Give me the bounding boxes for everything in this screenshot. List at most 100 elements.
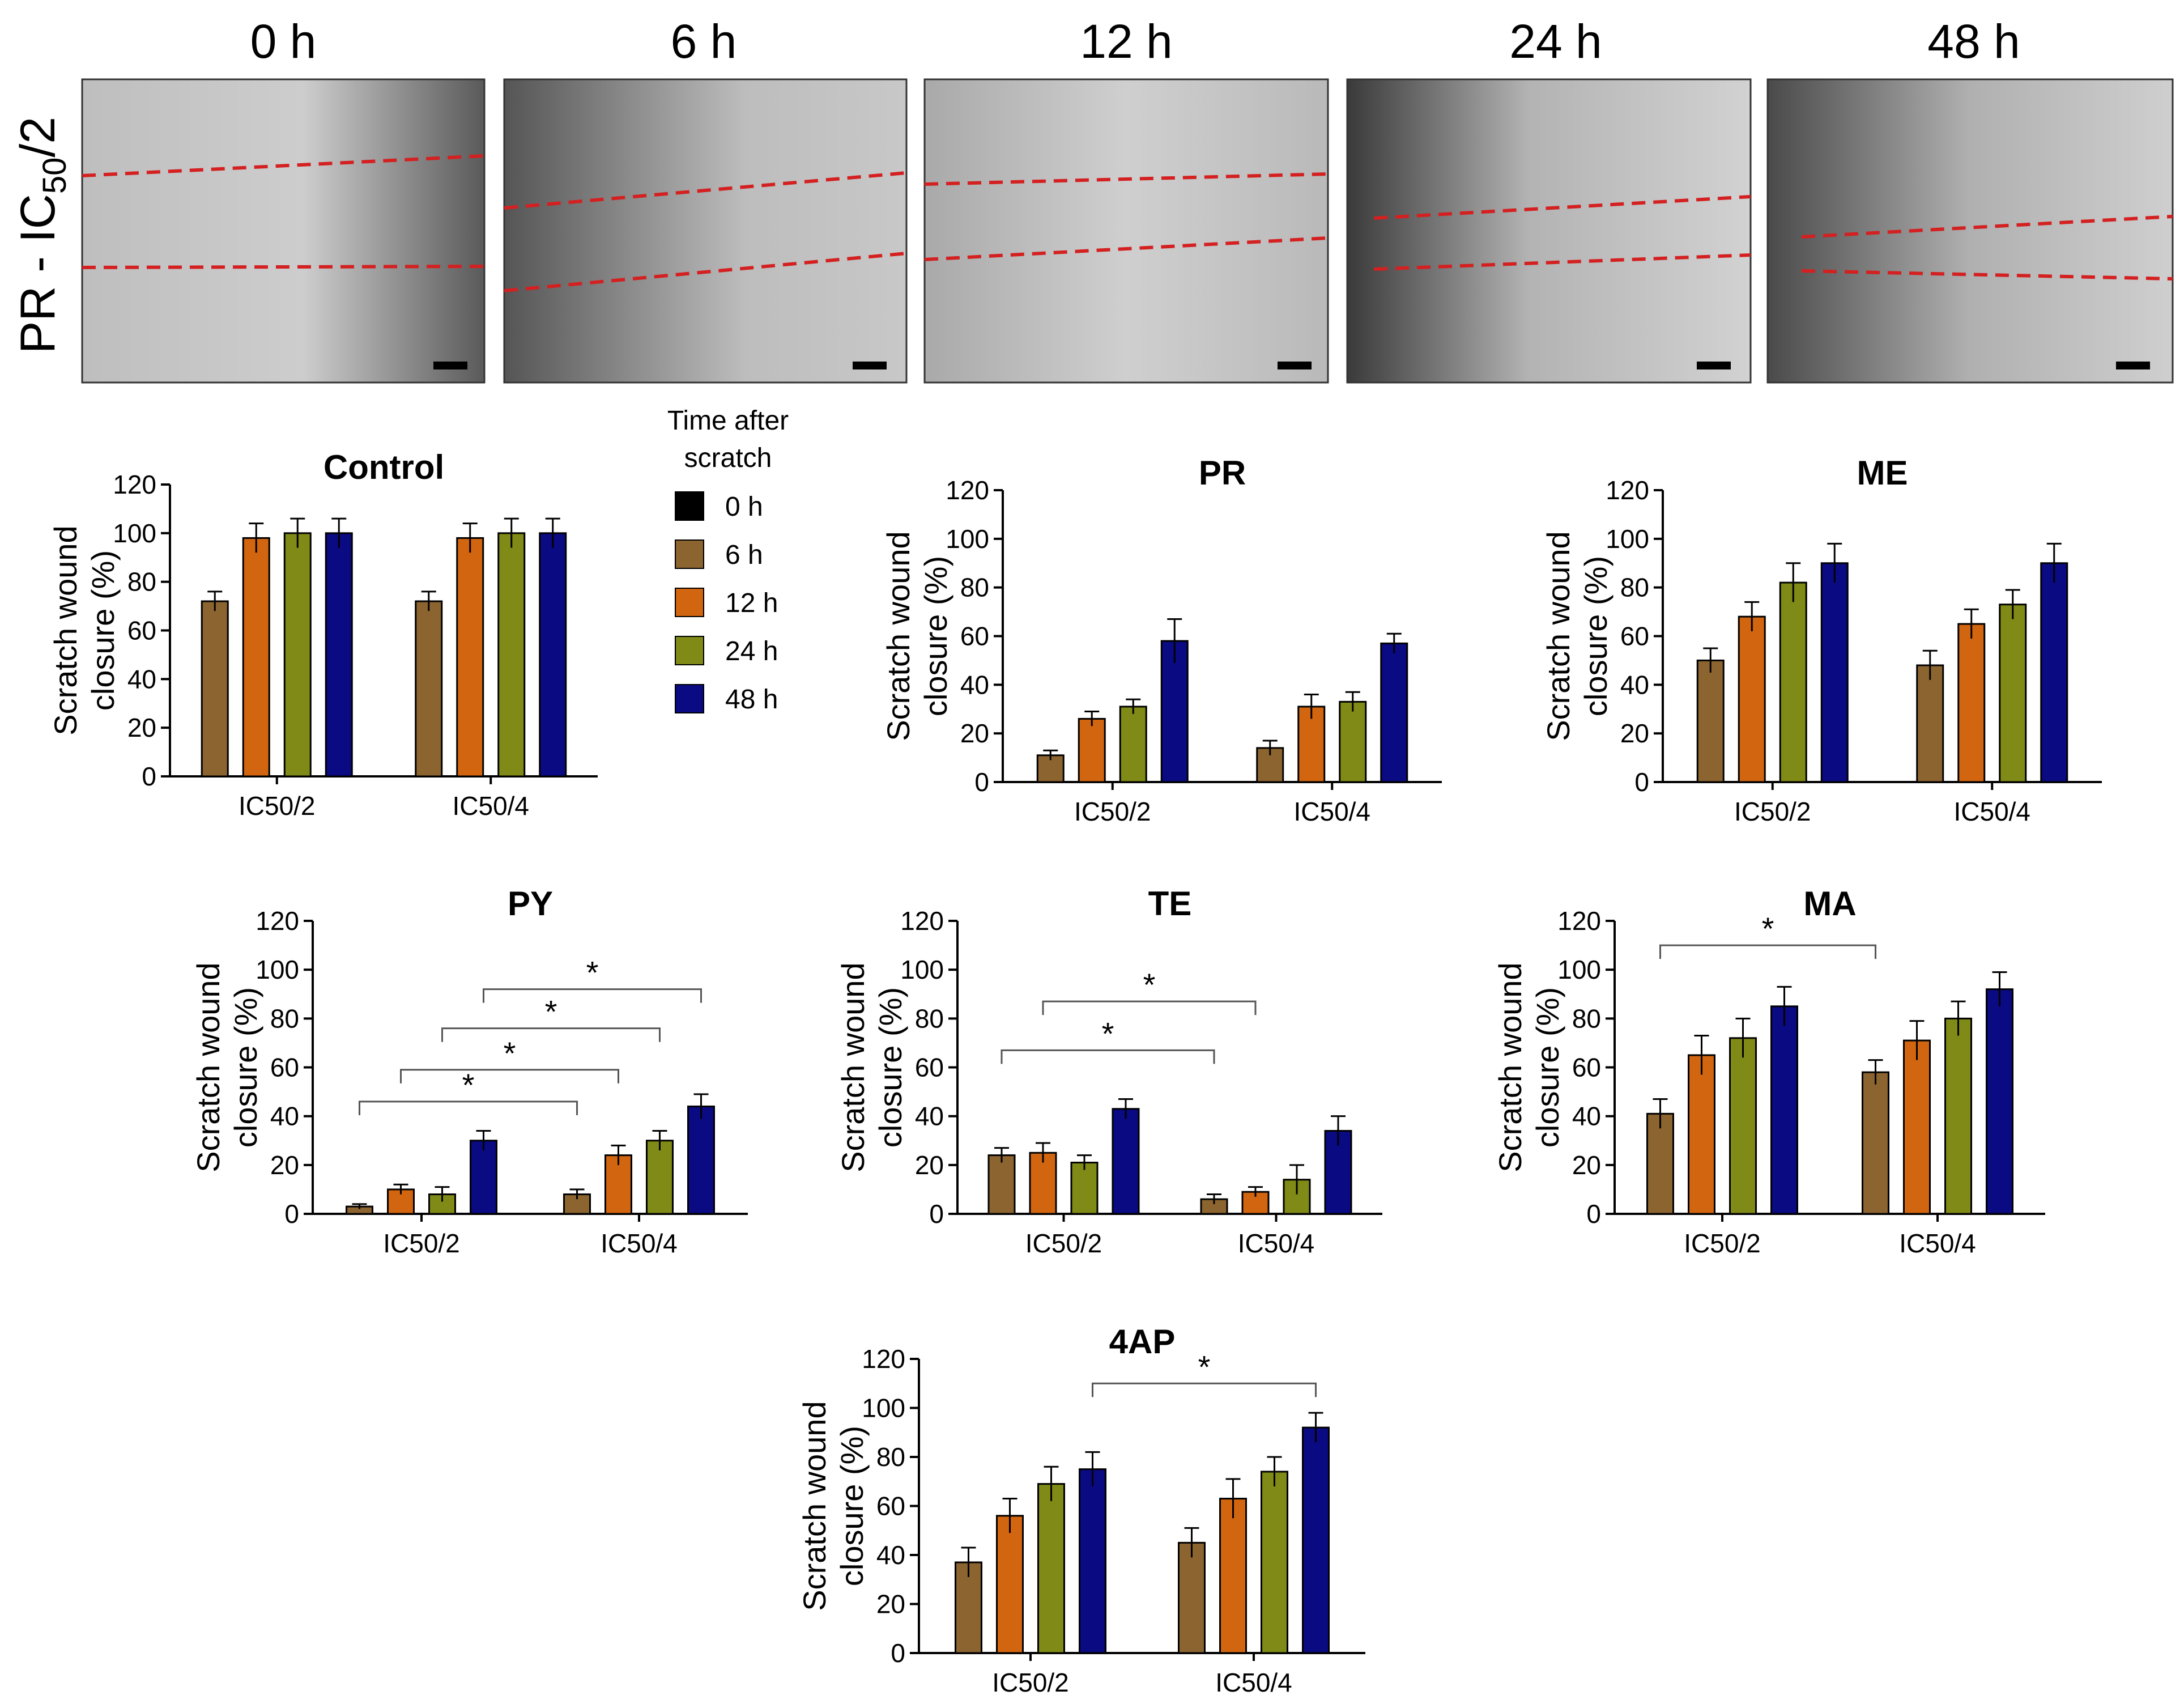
bar-ic50-4-6-h [415, 600, 443, 777]
timepoint-label-48h: 48 h [1927, 15, 2020, 68]
y-axis-label: Scratch woundclosure (%) [190, 962, 263, 1172]
significance-bracket [441, 1027, 661, 1042]
bar-ic50-2-24-h [1037, 1483, 1065, 1654]
bar-ic50-2-48-h [1160, 640, 1189, 783]
bar-ic50-2-48-h [470, 1140, 497, 1215]
significance-star: * [1143, 967, 1156, 1002]
micrograph-0h [81, 78, 486, 384]
y-axis-label-line: closure (%) [1578, 556, 1613, 716]
row-label-main: PR - IC [11, 194, 65, 354]
bar-ic50-4-24-h [1339, 700, 1367, 783]
chart-me: 0 20 40 60 80 100 120 IC50/2 IC50/4 Scratch wound… [1540, 454, 2102, 826]
y-tick-label: 0 [929, 1199, 944, 1229]
bar-ic50-4-48-h [539, 532, 567, 777]
bar-ic50-2-24-h [1119, 706, 1147, 783]
bar-ic50-2-12-h [996, 1515, 1024, 1654]
chart-ma: 0 20 40 60 80 100 120 IC50/2 IC50/4 Scratch wound… [1492, 885, 2045, 1258]
y-tick-label: 100 [1606, 524, 1649, 554]
y-tick-label: 60 [876, 1492, 905, 1521]
y-axis-label-line: Scratch wound [880, 531, 916, 741]
legend-swatch-24h [675, 636, 704, 665]
significance-bracket [1092, 1382, 1317, 1397]
x-tick-label-ic50-4: IC50/4 [1953, 797, 2030, 826]
bar-ic50-4-12-h [604, 1154, 632, 1215]
x-tick-label-ic50-4: IC50/4 [1899, 1229, 1976, 1258]
y-tick-label: 0 [1586, 1199, 1601, 1229]
y-tick-label: 40 [1620, 670, 1649, 699]
chart-te: 0 20 40 60 80 100 120 IC50/2 IC50/4 Scratch wound… [835, 885, 1382, 1258]
y-axis-label-line: closure (%) [918, 556, 953, 716]
significance-bracket [483, 988, 702, 1003]
bar-ic50-4-48-h [1380, 642, 1408, 783]
micrograph-6h [503, 78, 908, 384]
y-tick-label: 20 [1572, 1150, 1601, 1180]
bar-ic50-2-24-h [1729, 1037, 1757, 1215]
significance-star: * [545, 994, 557, 1030]
y-tick-label: 120 [1557, 906, 1601, 936]
y-tick-label: 40 [127, 664, 156, 694]
y-tick-label: 20 [915, 1150, 944, 1180]
y-tick-label: 80 [127, 567, 156, 597]
x-tick-label-ic50-4: IC50/4 [452, 791, 529, 821]
y-axis-label: Scratch woundclosure (%) [48, 525, 121, 735]
y-tick-label: 0 [142, 762, 156, 791]
bar-ic50-2-48-h [1112, 1108, 1140, 1215]
chart-title: TE [1148, 885, 1192, 923]
x-tick-label-ic50-2: IC50/2 [239, 791, 316, 821]
timepoint-label-6h: 6 h [671, 15, 737, 68]
bar-ic50-4-24-h [646, 1140, 674, 1215]
bar-ic50-4-12-h [456, 537, 484, 777]
timepoint-label-24h: 24 h [1509, 15, 1602, 68]
chart-title: PR [1199, 454, 1246, 492]
y-tick-label: 0 [284, 1199, 299, 1229]
charts-container: 0 20 40 60 80 100 120 IC50/2 IC50/4 Scratch wound… [48, 448, 2102, 1697]
x-tick-label-ic50-4: IC50/4 [601, 1229, 678, 1258]
legend-swatch-0h [675, 491, 704, 521]
micrograph-48h [1766, 78, 2174, 384]
y-tick-label: 60 [127, 616, 156, 645]
y-tick-label: 100 [256, 955, 299, 984]
y-tick-label: 20 [960, 719, 989, 748]
y-axis-label-line: Scratch wound [48, 525, 83, 735]
y-tick-label: 20 [127, 713, 156, 742]
bar-ic50-4-24-h [1999, 604, 2027, 783]
bar-ic50-2-6-h [1696, 659, 1725, 783]
y-axis-label-line: Scratch wound [190, 962, 226, 1172]
y-tick-label: 0 [974, 767, 989, 797]
y-tick-label: 80 [876, 1442, 905, 1472]
significance-bracket [1001, 1049, 1215, 1064]
bar-ic50-2-24-h [283, 532, 312, 777]
x-tick-label-ic50-2: IC50/2 [383, 1229, 460, 1258]
y-tick-label: 60 [1620, 622, 1649, 651]
y-tick-label: 40 [876, 1540, 905, 1570]
micrograph-12h [923, 78, 1329, 384]
chart-pr: 0 20 40 60 80 100 120 IC50/2 IC50/4 Scratch wound… [880, 454, 1442, 826]
bar-ic50-4-48-h [1302, 1426, 1330, 1654]
y-axis-label-line: Scratch wound [1492, 962, 1528, 1172]
y-tick-label: 20 [270, 1150, 299, 1180]
y-tick-label: 60 [915, 1053, 944, 1082]
y-tick-label: 120 [900, 906, 944, 936]
bar-ic50-2-24-h [1779, 581, 1807, 783]
y-tick-label: 40 [915, 1102, 944, 1131]
legend-label-12h: 12 h [725, 588, 778, 618]
legend-label-6h: 6 h [725, 540, 763, 570]
y-tick-label: 40 [960, 670, 989, 699]
x-tick-label-ic50-4: IC50/4 [1215, 1668, 1292, 1697]
y-tick-label: 60 [960, 622, 989, 651]
legend-swatch-48h [675, 684, 704, 713]
significance-bracket [1042, 1000, 1257, 1016]
bar-ic50-4-6-h [1916, 664, 1944, 783]
x-tick-label-ic50-2: IC50/2 [1684, 1229, 1761, 1258]
chart-4ap: 0 20 40 60 80 100 120 IC50/2 IC50/4 Scratch wound… [797, 1323, 1365, 1697]
y-tick-label: 100 [946, 524, 989, 554]
legend-title-line-1: Time after [667, 406, 789, 436]
bar-ic50-4-12-h [1903, 1039, 1931, 1215]
bar-ic50-2-12-h [1688, 1054, 1715, 1215]
bar-ic50-4-48-h [1986, 988, 2013, 1215]
y-tick-label: 40 [1572, 1102, 1601, 1131]
y-tick-label: 40 [270, 1102, 299, 1131]
bar-ic50-4-48-h [2040, 562, 2068, 783]
y-tick-label: 0 [891, 1638, 905, 1668]
y-axis-label-line: closure (%) [85, 550, 121, 711]
